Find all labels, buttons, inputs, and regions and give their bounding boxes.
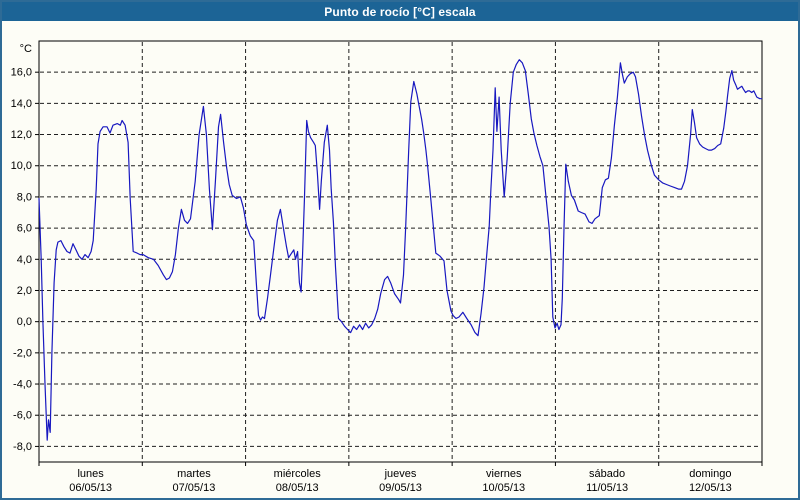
x-day-name-label: domingo bbox=[689, 468, 731, 480]
y-axis-unit-label: °C bbox=[20, 43, 32, 55]
x-day-date-label: 12/05/13 bbox=[689, 482, 732, 494]
y-tick-label: 6,0 bbox=[17, 223, 32, 235]
x-day-date-label: 06/05/13 bbox=[69, 482, 112, 494]
x-day-name-label: sábado bbox=[589, 468, 625, 480]
x-day-name-label: martes bbox=[177, 468, 211, 480]
x-day-date-label: 08/05/13 bbox=[276, 482, 319, 494]
y-tick-label: 14,0 bbox=[11, 98, 32, 110]
y-tick-label: -6,0 bbox=[13, 410, 32, 422]
plot-frame bbox=[38, 40, 763, 463]
x-day-name-label: miércoles bbox=[274, 468, 322, 480]
y-tick-label: -2,0 bbox=[13, 347, 32, 359]
y-tick-label: 12,0 bbox=[11, 129, 32, 141]
y-tick-label: 8,0 bbox=[17, 191, 32, 203]
y-tick-label: 4,0 bbox=[17, 254, 32, 266]
x-day-date-label: 10/05/13 bbox=[482, 482, 525, 494]
x-day-name-label: viernes bbox=[486, 468, 522, 480]
dewpoint-series-line bbox=[38, 59, 763, 441]
y-tick-label: -4,0 bbox=[13, 379, 32, 391]
x-day-date-label: 11/05/13 bbox=[586, 482, 628, 494]
y-tick-label: -8,0 bbox=[13, 441, 32, 453]
chart-title: Punto de rocío [°C] escala bbox=[324, 4, 476, 19]
y-tick-label: 10,0 bbox=[11, 160, 32, 172]
x-day-date-label: 07/05/13 bbox=[173, 482, 216, 494]
x-day-name-label: lunes bbox=[77, 468, 104, 480]
chart-title-bar: Punto de rocío [°C] escala bbox=[2, 2, 798, 21]
y-tick-label: 2,0 bbox=[17, 285, 32, 297]
x-day-date-label: 09/05/13 bbox=[379, 482, 422, 494]
y-tick-label: 0,0 bbox=[17, 316, 32, 328]
x-day-name-label: jueves bbox=[384, 468, 417, 480]
y-tick-label: 16,0 bbox=[11, 67, 32, 79]
